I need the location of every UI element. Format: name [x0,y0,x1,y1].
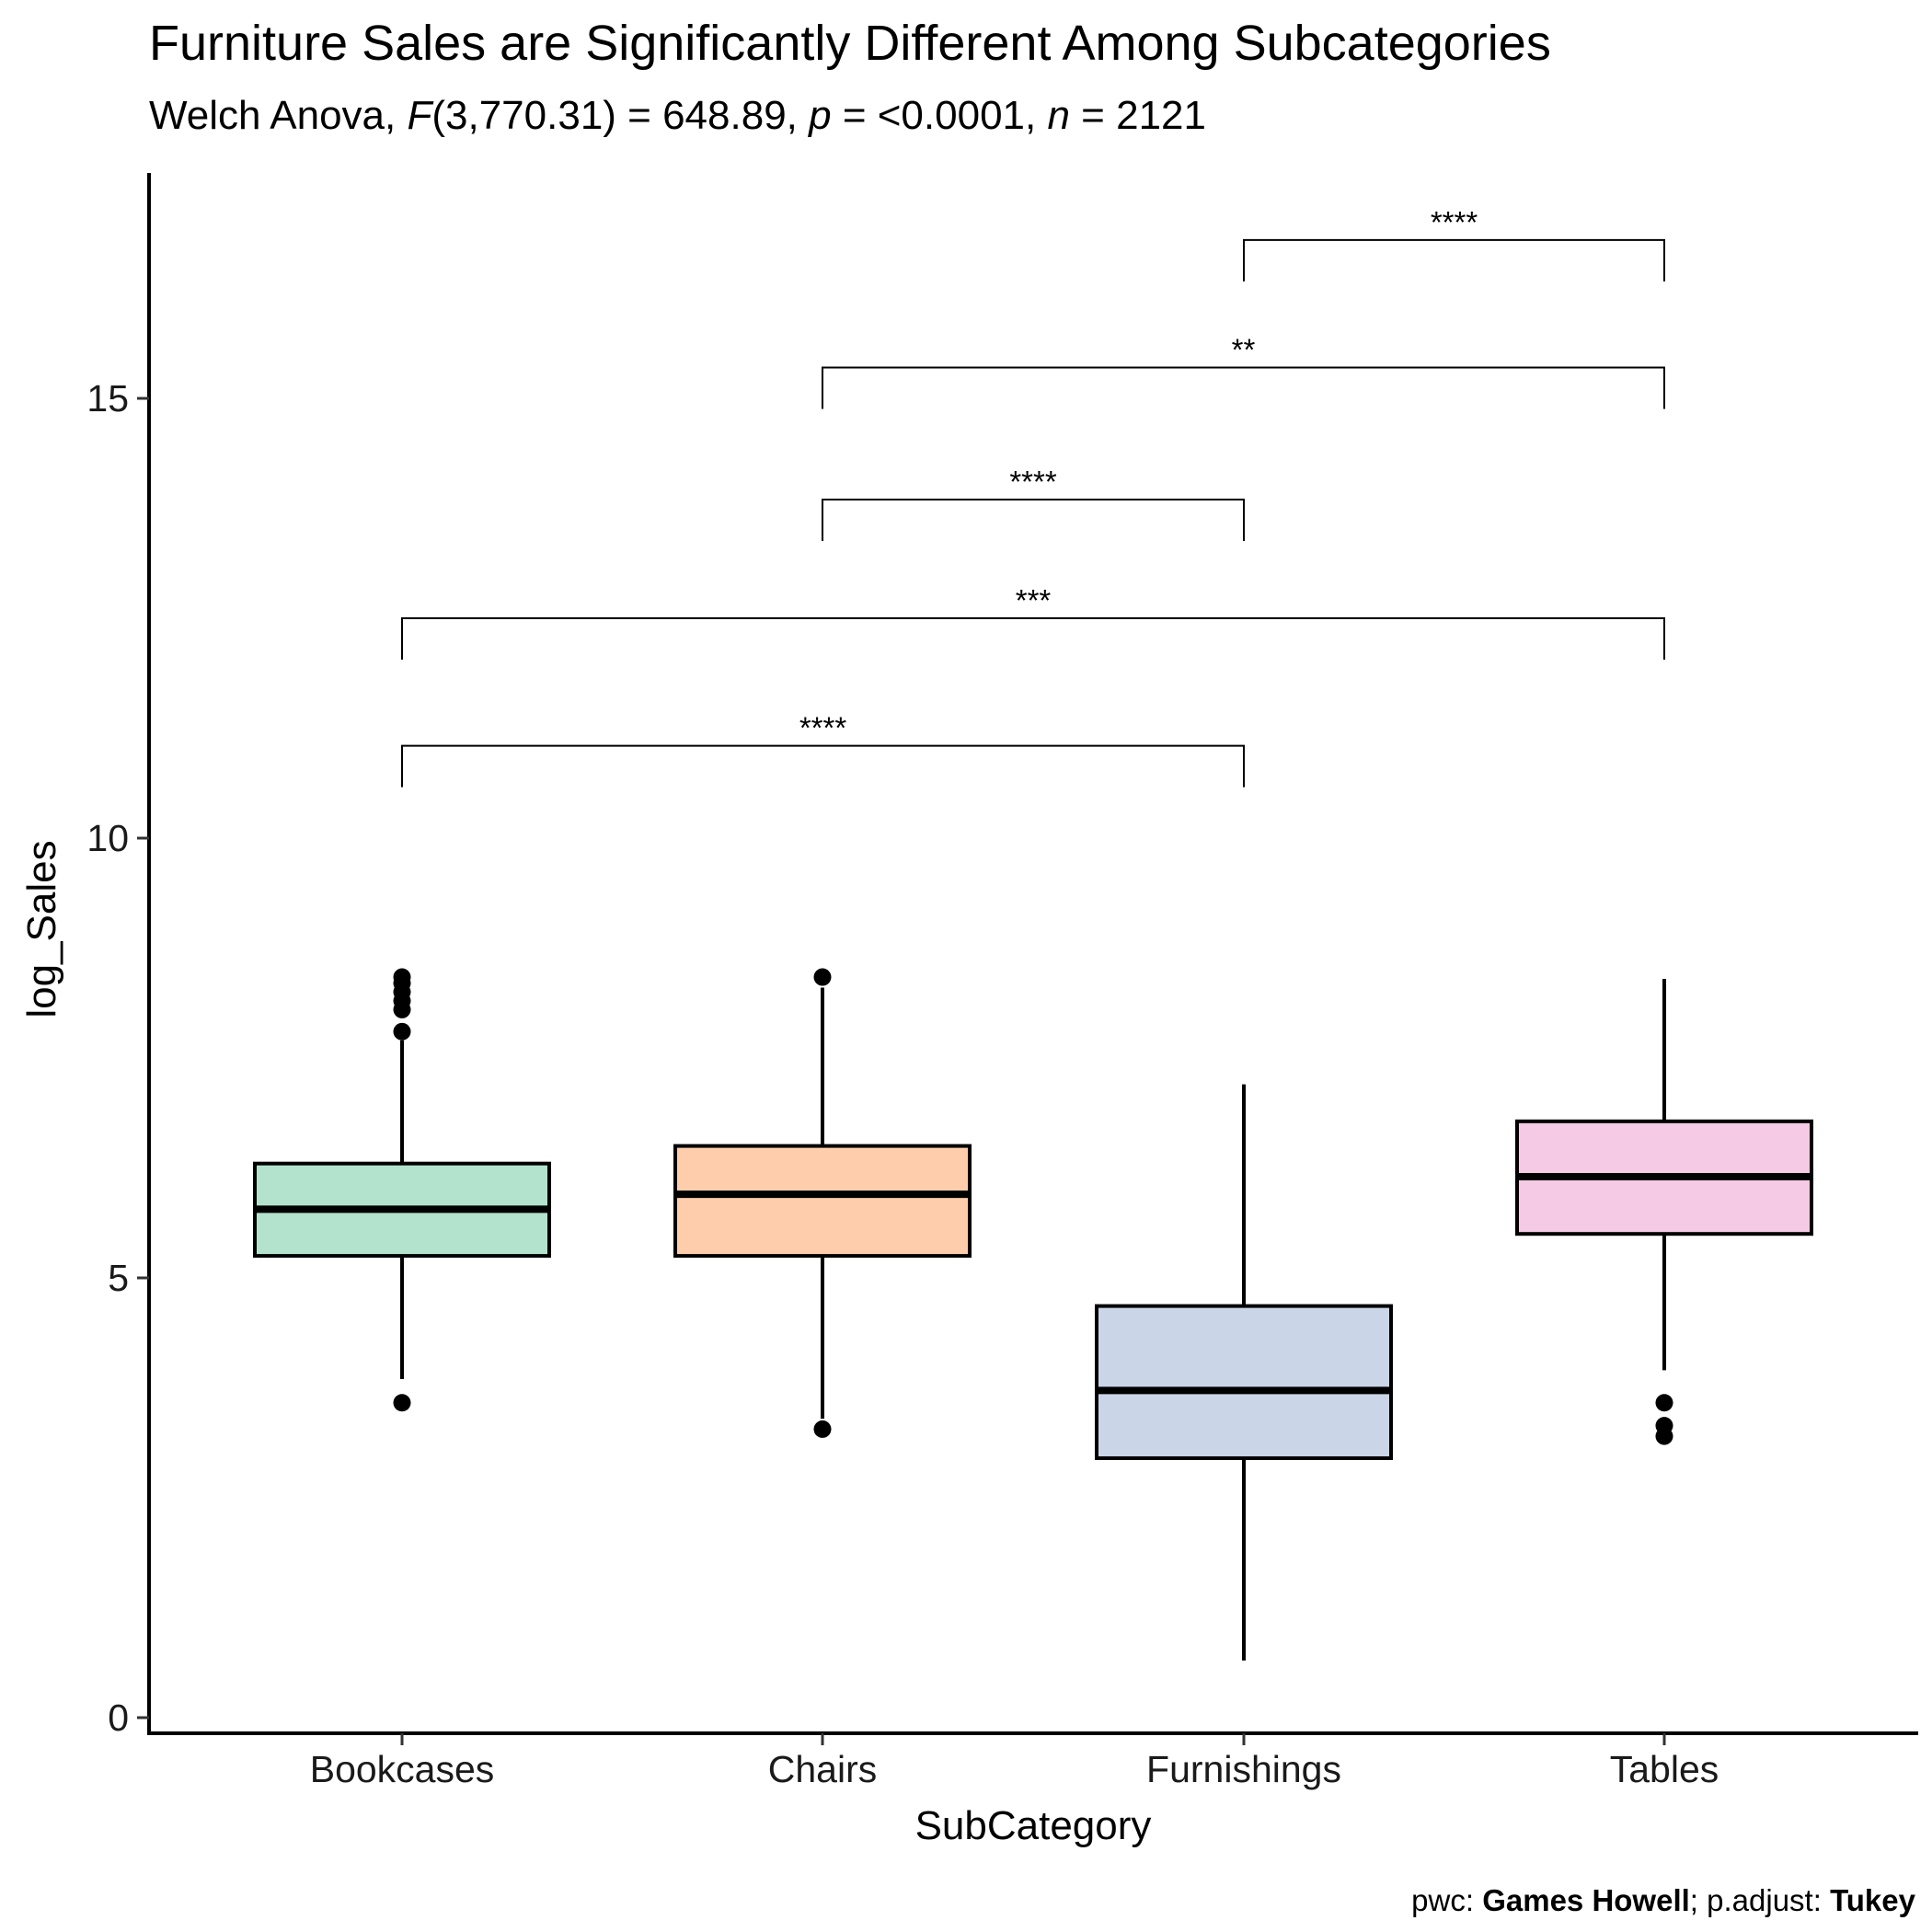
chart-subtitle: Welch Anova, F(3,770.31) = 648.89, p = <… [149,93,1206,138]
outlier-point [1655,1394,1673,1412]
comparison-bracket: **** [822,465,1245,541]
subtitle-stat-symbol: F [407,93,433,138]
box-furnishings [1095,1084,1393,1661]
significance-label: **** [799,711,847,745]
subtitle-prefix: Welch Anova, [149,93,407,138]
comparison-bracket: ** [822,333,1665,409]
comparison-bracket: **** [1243,205,1665,282]
chart-title: Furniture Sales are Significantly Differ… [149,16,1551,71]
significance-label: ** [1232,333,1256,367]
comparison-bracket: *** [401,583,1665,660]
x-tick-label: Chairs [768,1748,877,1790]
outlier-point [393,968,411,986]
plot-area: 0 5 10 15 Bookcases Chairs Furnishings Tables **… [86,173,1918,1790]
significance-label: *** [1016,583,1052,617]
bracket-line [822,366,1665,409]
x-axis-title: SubCategory [915,1803,1152,1848]
y-axis-title: log_Sales [19,840,64,1018]
box-body [1095,1304,1393,1460]
box-chairs [673,968,972,1438]
box-body [673,1144,972,1259]
subtitle-p-value: = <0.0001, [832,93,1048,138]
outlier-point [393,1022,411,1041]
bracket-line [822,498,1245,541]
outlier-point [813,968,832,986]
y-tick-label: 5 [108,1257,129,1299]
caption-adjust-method: Tukey [1830,1883,1916,1917]
outlier-point [1655,1427,1673,1445]
comparison-bracket: **** [401,711,1245,788]
box-tables [1515,978,1813,1445]
caption-adjust-prefix: ; p.adjust: [1690,1883,1830,1917]
caption-pwc-prefix: pwc: [1411,1883,1482,1917]
bracket-line [1243,238,1665,282]
box-bookcases [253,968,551,1412]
y-tick-label: 15 [86,377,129,420]
y-tick-label: 0 [108,1696,129,1739]
outlier-point [393,1394,411,1412]
significance-label: **** [1431,205,1478,239]
subtitle-p-symbol: p [807,93,831,138]
subtitle-n-value: = 2121 [1070,93,1206,138]
x-tick-label: Bookcases [310,1748,495,1790]
y-tick-label: 10 [86,817,129,859]
bracket-line [401,744,1245,788]
significance-label: **** [1009,465,1057,499]
caption-pwc-method: Games Howell [1482,1883,1690,1917]
subtitle-n-symbol: n [1047,93,1069,138]
x-tick-label: Tables [1610,1748,1719,1790]
subtitle-stat-value: (3,770.31) = 648.89, [431,93,809,138]
bracket-line [401,617,1665,660]
outlier-point [813,1420,832,1438]
chart-caption: pwc: Games Howell; p.adjust: Tukey [1411,1883,1915,1917]
x-tick-label: Furnishings [1146,1748,1341,1790]
